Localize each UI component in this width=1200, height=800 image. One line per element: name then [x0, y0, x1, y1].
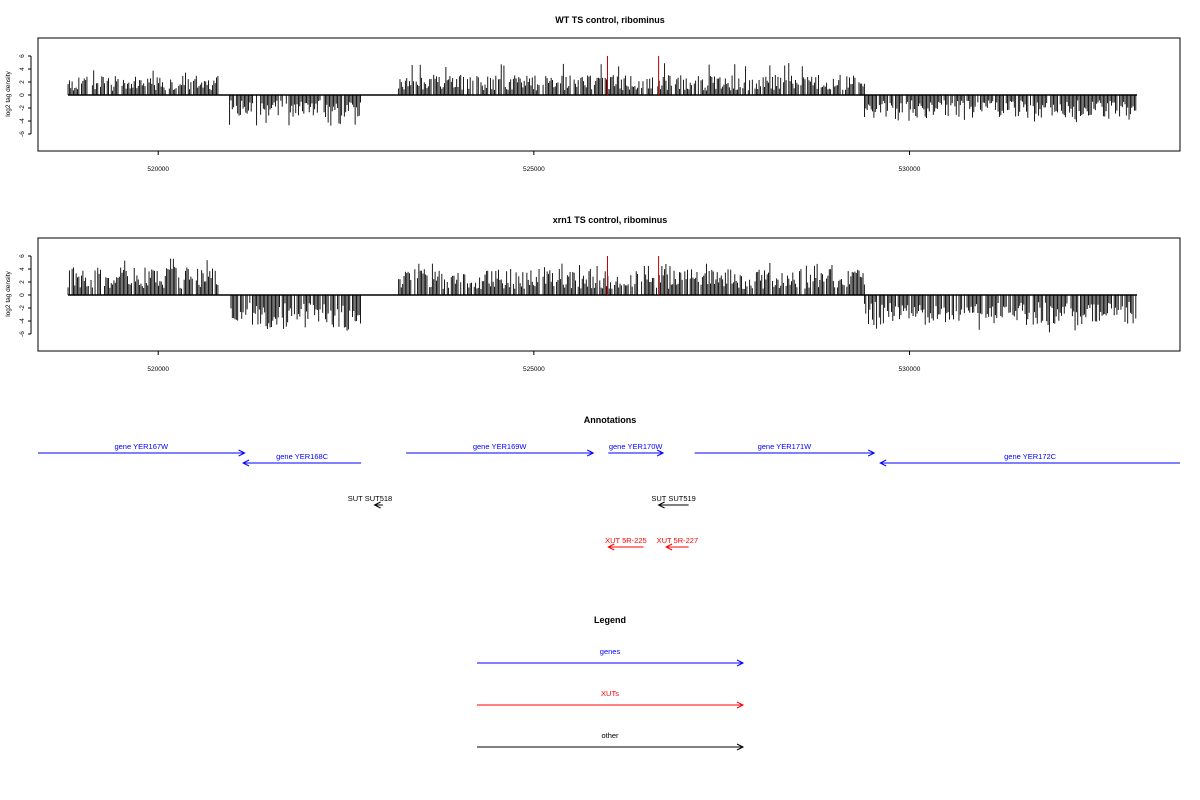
feature-arrowhead — [657, 501, 665, 509]
legend-label: genes — [600, 647, 621, 656]
panel-title: xrn1 TS control, ribominus — [553, 215, 668, 225]
y-tick-label: 2 — [19, 80, 26, 84]
y-tick-label: 6 — [19, 254, 26, 258]
annotation-feature: SUT SUT518 — [348, 494, 392, 509]
legend-arrowhead — [736, 743, 745, 751]
y-tick-label: -4 — [19, 318, 26, 324]
feature-label: SUT SUT518 — [348, 494, 392, 503]
legend-item: XUTs — [477, 689, 745, 709]
annotation-feature: SUT SUT519 — [651, 494, 696, 509]
y-tick-label: -6 — [19, 331, 26, 337]
y-tick-label: 6 — [19, 54, 26, 58]
legend-panel: Legend genes XUTs other — [477, 615, 745, 751]
feature-arrowhead — [656, 449, 665, 457]
legend-label: other — [601, 731, 619, 740]
feature-label: XUT 5R-227 — [657, 536, 699, 545]
feature-label: gene YER168C — [276, 452, 329, 461]
x-tick-label: 520000 — [147, 366, 169, 373]
feature-label: gene YER170W — [609, 442, 664, 451]
annotation-feature: gene YER170W — [608, 442, 665, 457]
y-tick-label: 0 — [19, 93, 26, 97]
x-tick-label: 525000 — [523, 366, 545, 373]
x-axis: 520000 525000 530000 — [147, 351, 921, 373]
y-tick-label: 0 — [19, 293, 26, 297]
legend-item: other — [477, 731, 745, 751]
annotation-feature: gene YER172C — [879, 452, 1180, 467]
y-axis-label: log2 tag density — [5, 270, 12, 316]
data-bars — [67, 63, 1137, 126]
highlight-bars — [606, 56, 660, 95]
feature-label: XUT 5R-225 — [605, 536, 647, 545]
feature-label: SUT SUT519 — [651, 494, 695, 503]
data-bars — [67, 258, 1137, 333]
legend-item: genes — [477, 647, 745, 667]
feature-arrowhead — [238, 449, 246, 457]
y-tick-label: -6 — [19, 131, 26, 137]
y-axis: -6 -4 -2 0 2 4 6 — [19, 254, 32, 337]
feature-arrowhead — [607, 543, 615, 551]
y-axis: -6 -4 -2 0 2 4 6 — [19, 54, 32, 137]
feature-label: gene YER169W — [473, 442, 528, 451]
legend-items: genes XUTs other — [477, 647, 745, 751]
feature-arrowhead — [879, 459, 887, 467]
panel-xrn1: xrn1 TS control, ribominus log2 tag dens… — [5, 215, 1181, 373]
feature-label: gene YER171W — [758, 442, 813, 451]
x-tick-label: 520000 — [147, 166, 169, 173]
annotation-feature: gene YER171W — [694, 442, 876, 457]
panel-title: WT TS control, ribominus — [555, 15, 665, 25]
plot-frame — [37, 237, 1181, 352]
x-axis: 520000 525000 530000 — [147, 151, 921, 173]
feature-arrowhead — [373, 501, 381, 509]
x-tick-label: 525000 — [523, 166, 545, 173]
y-tick-label: 4 — [19, 267, 26, 271]
feature-arrowhead — [241, 459, 250, 467]
annotation-feature: gene YER168C — [241, 452, 362, 467]
y-tick-label: -2 — [19, 305, 26, 311]
legend-label: XUTs — [601, 689, 619, 698]
feature-arrowhead — [586, 449, 595, 457]
highlight-bars — [606, 256, 660, 295]
feature-label: gene YER167W — [114, 442, 169, 451]
y-tick-label: 2 — [19, 280, 26, 284]
annotation-feature: XUT 5R-227 — [657, 536, 699, 551]
y-tick-label: 4 — [19, 67, 26, 71]
feature-arrowhead — [664, 543, 673, 551]
annotation-feature: gene YER167W — [38, 442, 246, 457]
plot-frame — [37, 37, 1181, 152]
feature-arrowhead — [867, 449, 876, 457]
annotation-tracks: gene YER167W gene YER168C gene YER169W gene… — [38, 442, 1180, 551]
annotation-feature: gene YER169W — [406, 442, 595, 457]
x-tick-label: 530000 — [899, 366, 921, 373]
panel-wt: WT TS control, ribominus log2 tag densit… — [5, 15, 1181, 173]
annotation-feature: XUT 5R-225 — [605, 536, 647, 551]
y-tick-label: -4 — [19, 118, 26, 124]
x-tick-label: 530000 — [899, 166, 921, 173]
annotations-title: Annotations — [584, 415, 637, 425]
legend-arrowhead — [736, 659, 745, 667]
feature-label: gene YER172C — [1004, 452, 1057, 461]
legend-title: Legend — [594, 615, 626, 625]
y-tick-label: -2 — [19, 105, 26, 111]
y-axis-label: log2 tag density — [5, 70, 12, 116]
legend-arrowhead — [736, 701, 745, 709]
